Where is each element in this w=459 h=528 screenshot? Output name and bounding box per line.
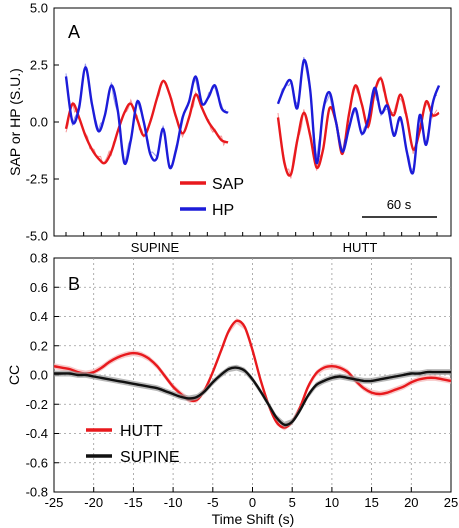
panel-a-ytick-label: 0.0 [30, 115, 48, 130]
legend-label-hutt: HUTT [120, 423, 163, 440]
panel-b-ytick-label: 0.6 [30, 280, 48, 295]
series-supine-confidence-band [54, 364, 451, 428]
panel-b-xtick-label: 5 [289, 495, 296, 510]
panel-b-xtick-label: -15 [124, 495, 143, 510]
panel-a-ytick-label: -2.5 [26, 172, 48, 187]
panel-b-plot-area [53, 318, 452, 431]
series-supine-line [53, 366, 451, 427]
segment-label-supine: SUPINE [131, 240, 180, 255]
time-scale-label: 60 s [387, 197, 412, 212]
panel-b-grid [54, 258, 451, 492]
panel-b-y-axis: -0.8 -0.6 -0.4 -0.2 0.0 0.2 0.4 0.6 0.8 [26, 251, 59, 500]
series-sap-hutt-line [276, 77, 440, 177]
panel-a-ytick-label: 2.5 [30, 58, 48, 73]
panel-b-ylabel: CC [6, 365, 22, 385]
panel-b-ytick-label: 0.4 [30, 309, 48, 324]
panel-a-letter: A [68, 22, 80, 42]
panel-b-xlabel: Time Shift (s) [212, 511, 295, 527]
panel-b-xtick-label: 0 [249, 495, 256, 510]
panel-b-xtick-label: 20 [404, 495, 418, 510]
panel-a-ytick-label: -5.0 [26, 229, 48, 244]
series-hp-supine-line [64, 66, 229, 170]
panel-b-letter: B [68, 274, 80, 294]
panel-b-xtick-label: 25 [444, 495, 458, 510]
series-hp-supine-raw-trace [65, 63, 227, 167]
panel-b-ytick-label: -0.2 [26, 397, 48, 412]
panel-b-ytick-label: -0.6 [26, 455, 48, 470]
panel-b-xtick-label: -10 [164, 495, 183, 510]
panel-a-ytick-label: 5.0 [30, 1, 48, 16]
panel-b-ytick-label: -0.4 [26, 426, 48, 441]
series-hp-hutt-line [276, 58, 441, 175]
panel-b-xtick-label: -20 [84, 495, 103, 510]
series-hutt-line [53, 319, 452, 429]
panel-a-plot-area [64, 57, 441, 179]
panel-b-xtick-label: -25 [45, 495, 64, 510]
legend-label-hp: HP [212, 202, 234, 219]
panel-a-ylabel: SAP or HP (S.U.) [7, 68, 23, 176]
panel-b-xtick-label: 15 [364, 495, 378, 510]
legend-label-sap: SAP [212, 176, 244, 193]
panel-b-x-axis: -25 -20 -15 -10 -5 0 5 10 15 20 25 [45, 487, 458, 510]
panel-b-xtick-label: 10 [325, 495, 339, 510]
legend-label-supine: SUPINE [120, 449, 180, 466]
panel-b-xtick-label: -5 [207, 495, 219, 510]
panel-a-y-axis: -5.0 -2.5 0.0 2.5 5.0 [26, 1, 59, 244]
panel-a-x-ticks [65, 232, 438, 236]
panel-b-ytick-label: 0.0 [30, 368, 48, 383]
series-sap-supine-line [64, 79, 229, 165]
panel-b-ytick-label: 0.8 [30, 251, 48, 266]
panel-b-ytick-label: 0.2 [30, 338, 48, 353]
panel-b-ytick-label: -0.8 [26, 485, 48, 500]
segment-label-hutt: HUTT [343, 240, 378, 255]
